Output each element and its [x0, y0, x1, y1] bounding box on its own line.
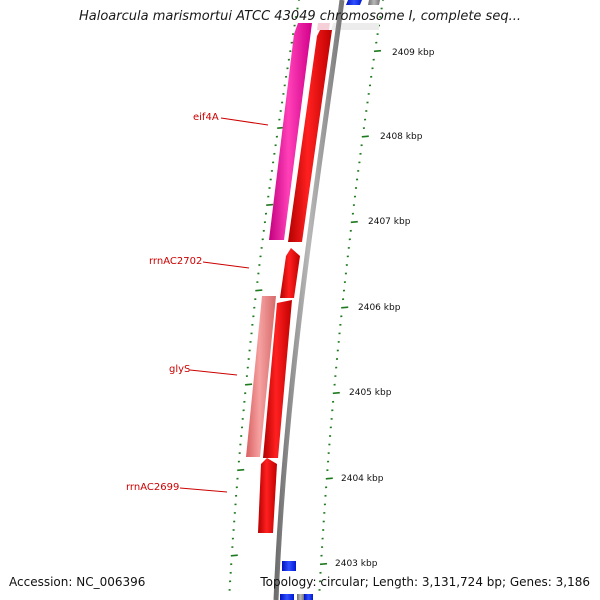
gene-label-leaders — [179, 117, 269, 493]
ruler-label: 2409 kbp — [392, 48, 435, 58]
ruler-label: 2407 kbp — [368, 217, 411, 227]
ruler-label: 2404 kbp — [341, 474, 384, 484]
ruler-label: 2406 kbp — [358, 303, 401, 313]
major-tick — [373, 49, 382, 53]
bottom-grey-feature — [297, 594, 304, 600]
gene-label-rrnAC2702: rrnAC2702 — [149, 256, 202, 267]
map-title: Haloarcula marismortui ATCC 43049 chromo… — [79, 9, 521, 24]
ruler-label: 2403 kbp — [335, 559, 378, 569]
gene-label-rrnAC2699: rrnAC2699 — [126, 482, 179, 493]
accession-text: Accession: NC_006396 — [9, 575, 146, 589]
major-tick — [325, 477, 333, 480]
ruler-label: 2408 kbp — [380, 132, 423, 142]
topology-summary: Topology: circular; Length: 3,131,724 bp… — [260, 575, 590, 589]
forward-cds-eif4A — [288, 30, 332, 242]
leader-line-glyS — [189, 369, 238, 376]
ruler-labels: 2409 kbp 2408 kbp 2407 kbp 2406 kbp 2405… — [335, 48, 435, 569]
outer-ruler-ticks — [318, 0, 385, 591]
major-tick — [341, 306, 349, 309]
inner-ruler-ticks — [228, 0, 301, 591]
bottom-blue-feature-3 — [304, 594, 313, 600]
leader-line-rrnAC2702 — [202, 261, 250, 269]
ruler-label: 2405 kbp — [349, 388, 392, 398]
major-tick — [237, 468, 245, 472]
leader-line-rrnAC2699 — [179, 487, 228, 493]
gene-label-glyS: glyS — [169, 364, 190, 375]
forward-cds-rrnAC2702 — [280, 248, 300, 298]
top-grey-feature — [368, 0, 380, 5]
gene-labels: eif4A rrnAC2702 glyS rrnAC2699 — [126, 112, 219, 493]
reverse-cds-glyS — [246, 296, 276, 457]
bottom-blue-feature — [282, 561, 296, 571]
major-tick — [361, 135, 369, 138]
major-tick — [266, 203, 274, 206]
faint-feature-band — [331, 23, 379, 30]
major-tick — [230, 554, 238, 557]
sequence-backbone — [273, 0, 345, 600]
forward-cds-glyS — [263, 300, 292, 458]
major-tick — [350, 220, 358, 224]
bottom-blue-feature-2 — [280, 594, 294, 600]
top-blue-feature — [346, 0, 362, 5]
leader-line-eif4A — [220, 117, 269, 126]
reverse-cds-eif4A — [269, 23, 312, 240]
forward-cds-rrnAC2699 — [258, 458, 277, 533]
gene-label-eif4A: eif4A — [193, 112, 219, 123]
major-tick — [319, 562, 328, 566]
major-tick — [332, 391, 340, 395]
major-tick — [245, 383, 253, 386]
faint-feature-band-tip — [317, 23, 330, 30]
major-tick — [255, 289, 263, 292]
